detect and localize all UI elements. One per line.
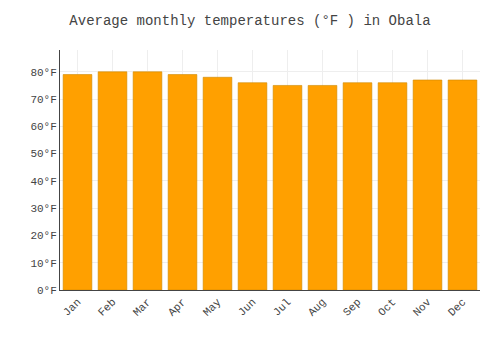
svg-text:20°F: 20°F (30, 230, 56, 242)
svg-text:Apr: Apr (166, 296, 188, 318)
svg-text:Sep: Sep (341, 296, 363, 318)
svg-text:80°F: 80°F (30, 67, 56, 79)
svg-text:May: May (201, 296, 224, 319)
svg-text:Dec: Dec (446, 296, 468, 318)
svg-text:Average monthly temperatures (: Average monthly temperatures (°F ) in Ob… (69, 13, 430, 29)
svg-text:Mar: Mar (131, 296, 153, 318)
svg-text:40°F: 40°F (30, 176, 56, 188)
svg-text:50°F: 50°F (30, 148, 56, 160)
svg-text:Aug: Aug (306, 296, 328, 318)
svg-text:Oct: Oct (376, 296, 398, 318)
svg-text:Feb: Feb (96, 296, 118, 318)
svg-text:30°F: 30°F (30, 203, 56, 215)
svg-text:10°F: 10°F (30, 258, 56, 270)
svg-text:Jun: Jun (236, 296, 258, 318)
svg-text:60°F: 60°F (30, 121, 56, 133)
svg-text:Nov: Nov (411, 296, 434, 319)
svg-text:70°F: 70°F (30, 94, 56, 106)
svg-text:0°F: 0°F (37, 285, 57, 297)
svg-text:Jan: Jan (61, 296, 83, 318)
svg-text:Jul: Jul (271, 296, 293, 318)
